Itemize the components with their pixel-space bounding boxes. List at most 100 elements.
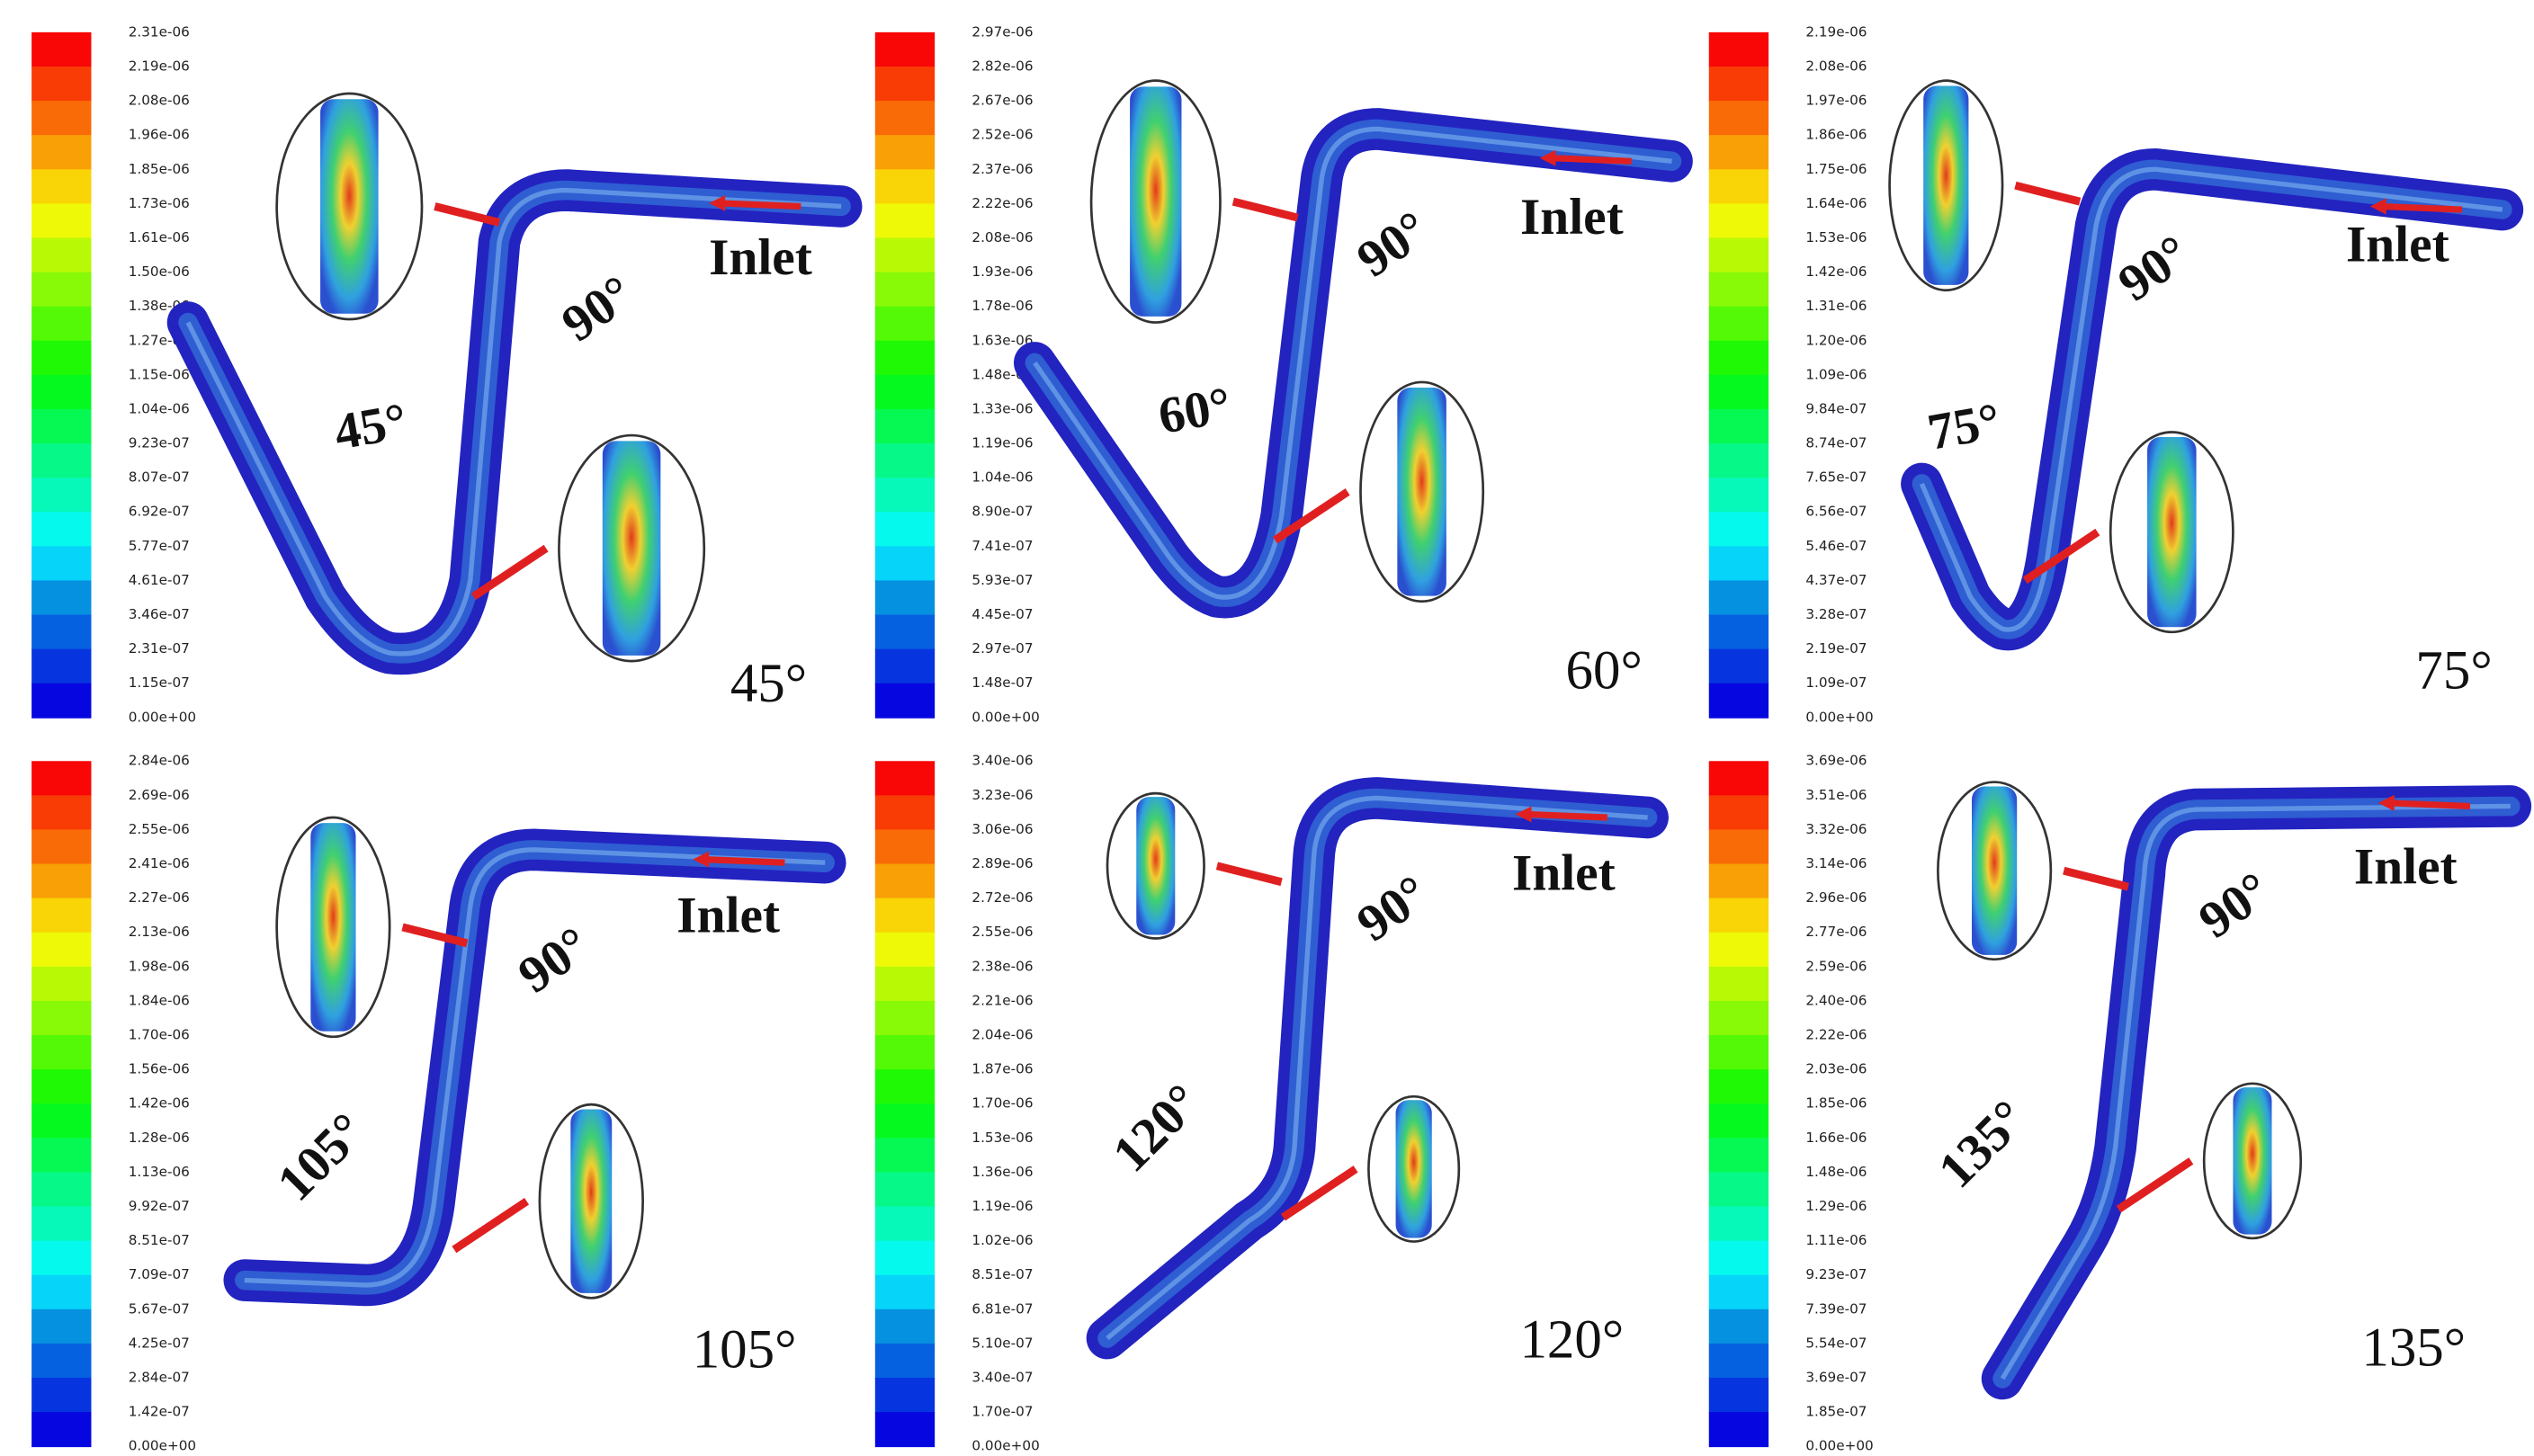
colorbar-band [1708, 512, 1769, 548]
inset-pipe [1923, 85, 1969, 285]
colorbar-band [31, 478, 92, 514]
colorbar-band [31, 683, 92, 719]
colorbar-band [31, 1412, 92, 1448]
colorbar-label: 3.51e-06 [1805, 787, 1867, 803]
flow-arrow-head [1539, 149, 1556, 166]
colorbar-label: 1.04e-06 [129, 400, 190, 416]
colorbar-label: 8.07e-07 [129, 469, 190, 486]
colorbar-label: 1.19e-06 [972, 435, 1033, 451]
colorbar-label: 3.69e-06 [1805, 753, 1867, 769]
inset-pipe [602, 441, 661, 656]
colorbar-label: 9.23e-07 [129, 435, 190, 451]
colorbar-label: 4.45e-07 [972, 606, 1033, 622]
colorbar-label: 2.84e-06 [129, 753, 190, 769]
colorbar-label: 1.02e-06 [972, 1232, 1033, 1248]
inlet-label: Inlet [676, 887, 780, 943]
colorbar-label: 9.92e-07 [129, 1198, 190, 1214]
colorbar-label: 2.55e-06 [972, 924, 1033, 940]
colorbar-label: 3.06e-06 [972, 821, 1033, 837]
flow-arrow [2381, 202, 2463, 213]
colorbar-band [31, 546, 92, 582]
colorbar-label: 1.97e-06 [1805, 93, 1867, 109]
colorbar-label: 1.48e-06 [1805, 1164, 1867, 1180]
colorbar-label: 1.75e-06 [1805, 161, 1867, 177]
colorbar-label: 1.20e-06 [1805, 332, 1867, 348]
colorbar-label: 9.84e-07 [1805, 400, 1867, 416]
colorbar-label: 2.52e-06 [972, 127, 1033, 143]
inset-pipe [1130, 86, 1182, 317]
colorbar-label: 0.00e+00 [972, 709, 1039, 725]
colorbar-band [874, 1000, 936, 1036]
bend-angle: 135° [1928, 1090, 2037, 1200]
colorbar-band [1708, 408, 1769, 444]
colorbar-label: 7.39e-07 [1805, 1300, 1867, 1317]
panel-label: 120° [1519, 1310, 1624, 1371]
colorbar-label: 1.84e-06 [129, 992, 190, 1008]
colorbar-band [1708, 443, 1769, 479]
colorbar-label: 1.15e-07 [129, 674, 190, 691]
colorbar-band [1708, 374, 1769, 410]
colorbar-band [874, 1069, 936, 1105]
colorbar-label: 1.85e-06 [1805, 1095, 1867, 1112]
colorbar-band [1708, 761, 1769, 797]
colorbar-band [874, 306, 936, 342]
colorbar-band [874, 272, 936, 308]
colorbar-band [874, 1378, 936, 1414]
colorbar-label: 2.77e-06 [1805, 924, 1867, 940]
flow-arrow-head [2369, 198, 2386, 215]
colorbar-band [1708, 1138, 1769, 1174]
inset-arrow [434, 202, 501, 227]
colorbar-label: 1.63e-06 [972, 332, 1033, 348]
colorbar-band [1708, 932, 1769, 968]
colorbar-label: 1.85e-07 [1805, 1404, 1867, 1420]
colorbar-band [874, 829, 936, 865]
colorbar-band [31, 614, 92, 650]
colorbar-label: 1.28e-06 [129, 1130, 190, 1146]
inset-pipe [2147, 437, 2197, 628]
bend-angle: 60° [1154, 377, 1235, 445]
colorbar-label: 2.13e-06 [129, 924, 190, 940]
colorbar-band [1708, 795, 1769, 831]
inset-arrow [2063, 866, 2130, 891]
colorbar-label: 1.42e-06 [129, 1095, 190, 1112]
colorbar-label: 2.08e-06 [972, 229, 1033, 246]
colorbar-band [874, 478, 936, 514]
colorbar-band [1708, 1035, 1769, 1071]
colorbar-band [1708, 1172, 1769, 1208]
inset-pipe [2233, 1087, 2272, 1235]
colorbar-band [31, 795, 92, 831]
colorbar-label: 6.81e-07 [972, 1300, 1033, 1317]
colorbar-band [874, 1206, 936, 1242]
colorbar-label: 9.23e-07 [1805, 1266, 1867, 1282]
colorbar-band [1708, 203, 1769, 239]
colorbar-label: 8.51e-07 [129, 1232, 190, 1248]
colorbar-band [31, 648, 92, 684]
colorbar-band [31, 1240, 92, 1276]
inset-arrow [1280, 1166, 1358, 1221]
colorbar-band [874, 374, 936, 410]
pipe-highlight [1106, 795, 1648, 1341]
panel-label: 135° [2361, 1318, 2466, 1379]
colorbar-band [1708, 1274, 1769, 1310]
flow-arrow [1550, 155, 1632, 165]
flow-arrow [1527, 810, 1607, 821]
top-angle: 90° [2109, 225, 2200, 313]
colorbar-label: 2.08e-06 [1805, 58, 1867, 74]
pipe-highlight [2000, 803, 2511, 1380]
colorbar-label: 2.22e-06 [972, 195, 1033, 211]
colorbar-band [874, 898, 936, 933]
colorbar-band [874, 101, 936, 137]
colorbar-band [31, 863, 92, 899]
colorbar-label: 5.54e-07 [1805, 1335, 1867, 1351]
colorbar-band [874, 512, 936, 548]
colorbar-label: 1.86e-06 [1805, 127, 1867, 143]
colorbar-band [31, 1069, 92, 1105]
colorbar-label: 1.50e-06 [129, 264, 190, 280]
bend-angle: 45° [330, 393, 411, 461]
colorbar-band [31, 1103, 92, 1139]
pipe-highlight [185, 187, 842, 657]
colorbar-label: 5.46e-07 [1805, 538, 1867, 554]
inset-arrow [1231, 197, 1299, 222]
colorbar-label: 6.56e-07 [1805, 504, 1867, 520]
